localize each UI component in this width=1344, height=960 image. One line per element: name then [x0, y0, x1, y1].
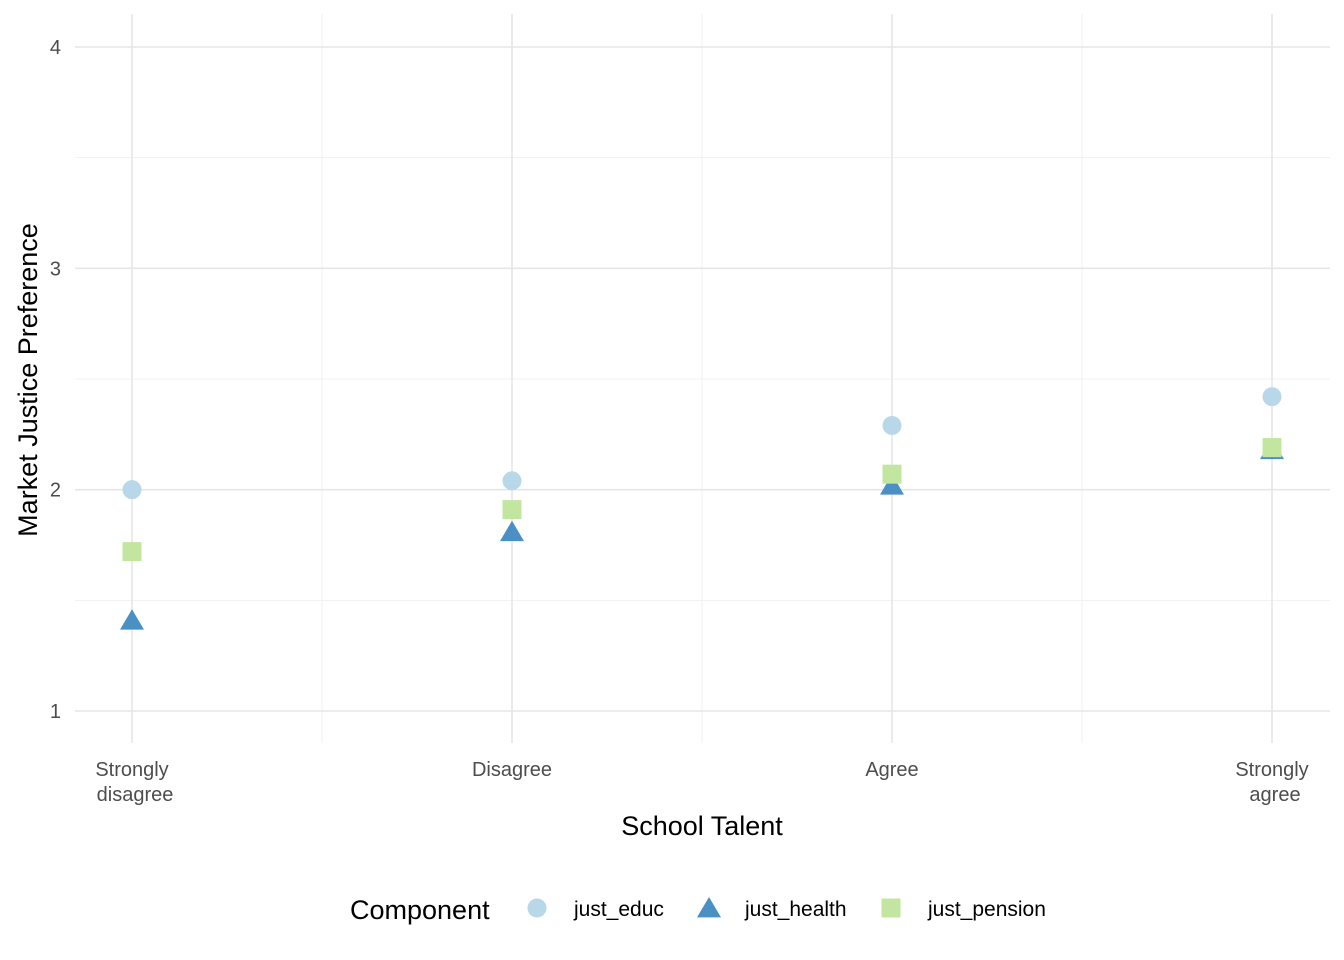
- y-tick-label: 2: [50, 480, 61, 502]
- point-just_educ: [502, 471, 522, 491]
- legend-key-just_health: [697, 897, 721, 918]
- point-just_health: [120, 609, 144, 630]
- point-just_pension: [1262, 438, 1282, 458]
- x-tick-label: Agree: [865, 759, 918, 781]
- y-tick-label: 3: [50, 258, 61, 280]
- legend-label-just_educ: just_educ: [573, 898, 664, 921]
- point-just_educ: [1262, 387, 1282, 407]
- major-gridlines: [75, 14, 1330, 743]
- point-just_educ: [882, 415, 902, 435]
- data-points: [120, 387, 1284, 630]
- x-axis-tick-labels: Strongly disagree Disagree Agree Strongly agr…: [95, 759, 1308, 806]
- legend-label-just_pension: just_pension: [927, 898, 1046, 921]
- legend-key-just_pension: [881, 898, 901, 918]
- x-tick-label: Disagree: [472, 759, 552, 781]
- x-axis-title: School Talent: [621, 811, 783, 841]
- legend-label-just_health: just_health: [744, 898, 847, 921]
- point-just_pension: [882, 464, 902, 484]
- point-just_educ: [122, 480, 142, 500]
- x-tick-label: Strongly agree: [1235, 759, 1308, 806]
- legend-title: Component: [350, 895, 490, 925]
- point-just_health: [500, 520, 524, 542]
- point-just_pension: [122, 542, 142, 562]
- minor-gridlines: [75, 14, 1330, 743]
- point-just_health: [880, 474, 904, 495]
- x-tick-label: Strongly disagree: [95, 759, 173, 806]
- y-axis-title: Market Justice Preference: [13, 223, 43, 537]
- y-axis-tick-labels: 1 2 3 4: [50, 37, 61, 723]
- point-just_pension: [502, 500, 522, 520]
- legend: Component just_educ just_health just_pensi…: [350, 895, 1046, 925]
- y-tick-label: 1: [50, 701, 61, 723]
- y-tick-label: 4: [50, 37, 61, 59]
- legend-key-just_educ: [527, 898, 547, 918]
